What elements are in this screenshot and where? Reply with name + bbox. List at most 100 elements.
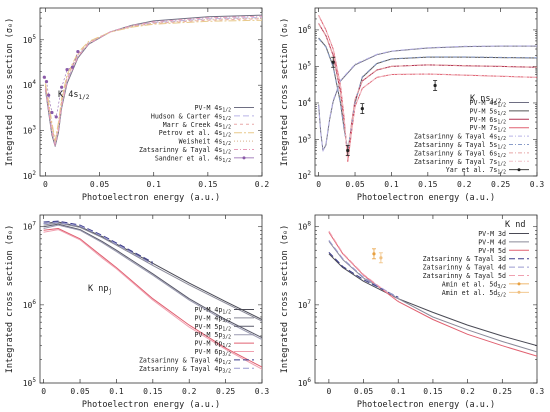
y-tick-exponent: 2 xyxy=(32,170,36,177)
legend-label-text: Zatsarinny & Tayal 4s xyxy=(139,146,222,154)
legend-label: Zatsarinny & Tayal 6s1/2 xyxy=(414,149,506,159)
legend-label-sub: 1/2 xyxy=(222,150,231,156)
legend-label-sub: 1/2 xyxy=(222,108,231,114)
x-tick-label: 0.1 xyxy=(146,180,161,189)
y-axis-label: Integrated cross section (σ₀) xyxy=(5,225,15,373)
y-tick-base: 10 xyxy=(23,172,33,181)
series-line xyxy=(44,17,262,144)
data-point xyxy=(372,252,376,256)
panel-label-sub: 1/2 xyxy=(490,98,501,105)
y-tick-exponent: 4 xyxy=(307,97,311,104)
legend-label: Marr & Creek 4s1/2 xyxy=(163,121,231,131)
y-axis-label: Integrated cross section (σ₀) xyxy=(280,225,290,373)
y-tick-label: 108 xyxy=(298,221,312,232)
y-tick-exponent: 6 xyxy=(307,377,311,384)
series-line xyxy=(44,19,262,142)
legend-label: PV-M 6p3/2 xyxy=(195,348,232,358)
x-tick-label: 0.3 xyxy=(530,180,545,189)
legend-label-sub: 1/2 xyxy=(222,133,231,139)
legend-label: PV-M 5p3/2 xyxy=(195,331,232,341)
y-tick-label: 107 xyxy=(23,221,37,232)
legend-label-sub: 1/2 xyxy=(222,310,231,316)
legend-label: Zatsarinny & Tayal 4s1/2 xyxy=(414,133,506,143)
x-tick-label: 0.2 xyxy=(460,387,475,396)
y-tick-label: 105 xyxy=(23,34,37,45)
legend-label: Amin et al. 5d3/2 xyxy=(442,280,506,290)
series-line xyxy=(318,15,537,161)
series-line xyxy=(328,239,399,299)
legend-label-text: Zatsarinny & Tayal 3d xyxy=(423,255,506,263)
data-point xyxy=(346,148,350,153)
y-tick-base: 10 xyxy=(23,81,33,90)
legend-label-sub: 1/2 xyxy=(497,161,506,167)
legend-label-text: Zatsarinny & Tayal 5s xyxy=(414,141,497,149)
legend-marker xyxy=(517,168,521,172)
legend-label-text: Petrov et al. 4s xyxy=(159,129,223,137)
panel-label: K nd xyxy=(505,220,525,230)
y-axis-unit: (σ₀) xyxy=(5,18,15,44)
legend-label-text: PV-M 5s xyxy=(470,107,498,115)
legend-label: PV-M 5d xyxy=(478,247,506,255)
legend-label-sub: 1/2 xyxy=(497,145,506,151)
legend-label: PV-M 4p1/2 xyxy=(195,306,232,316)
series-group xyxy=(43,220,262,370)
legend-label-text: PV-M 7s xyxy=(470,124,498,132)
x-tick-label: 0.15 xyxy=(198,180,217,189)
y-tick-label: 102 xyxy=(298,170,312,181)
legend-label-text: PV-M 5d xyxy=(478,247,506,255)
series-line xyxy=(328,251,399,298)
legend-label: Zatsarinny & Tayal 4s1/2 xyxy=(139,146,231,156)
legend-label: Zatsarinny & Tayal 5d xyxy=(423,272,506,280)
y-tick-base: 10 xyxy=(298,379,308,388)
series-line xyxy=(43,223,262,339)
x-tick-label: 0.05 xyxy=(90,180,109,189)
series-line xyxy=(328,230,399,302)
legend-label: Zatsarinny & Tayal 4p3/2 xyxy=(139,365,231,375)
y-tick-exponent: 5 xyxy=(32,377,36,384)
series-line xyxy=(318,38,537,151)
legend-label-sub: 1/2 xyxy=(222,124,231,130)
y-tick-base: 10 xyxy=(298,172,308,181)
y-tick-exponent: 8 xyxy=(307,221,311,228)
y-tick-exponent: 3 xyxy=(32,125,36,132)
legend-marker xyxy=(242,156,246,160)
y-tick-exponent: 7 xyxy=(32,221,36,228)
series-line xyxy=(44,14,262,147)
x-tick-label: 0.15 xyxy=(143,387,162,396)
y-axis-label-text: Integrated cross section xyxy=(5,250,15,373)
y-tick-label: 102 xyxy=(23,170,37,181)
legend-label-sub: 1/2 xyxy=(222,116,231,122)
panel-label-text: K np xyxy=(88,284,108,294)
legend-label-text: PV-M 6p xyxy=(195,348,223,356)
legend-label-sub: 1/2 xyxy=(497,153,506,159)
y-axis-unit: (σ₀) xyxy=(5,225,15,251)
x-tick-label: 0.15 xyxy=(423,387,442,396)
x-tick-label: 0.25 xyxy=(491,180,510,189)
x-tick-label: 0.2 xyxy=(255,180,270,189)
panel-label: K 4s1/2 xyxy=(58,90,90,101)
y-tick-label: 105 xyxy=(23,377,37,388)
legend-label: PV-M 3d xyxy=(478,230,506,238)
legend-label: PV-M 4d xyxy=(478,238,506,246)
legend-label-text: Marr & Creek 4s xyxy=(163,121,223,129)
data-point xyxy=(76,49,80,54)
legend-label: PV-M 4s1/2 xyxy=(470,99,507,109)
legend-label-sub: 1/2 xyxy=(497,136,506,142)
legend-label: Petrov et al. 4s1/2 xyxy=(159,129,231,139)
plot-frame xyxy=(314,214,538,384)
legend-label: Zatsarinny & Tayal 4d xyxy=(423,264,506,272)
y-tick-label: 103 xyxy=(298,133,312,144)
y-tick-base: 10 xyxy=(23,223,33,232)
x-tick-label: 0.25 xyxy=(216,387,235,396)
x-tick-label: 0.05 xyxy=(70,387,89,396)
legend-label-sub: 1/2 xyxy=(222,326,231,332)
data-point xyxy=(379,256,383,260)
series-line xyxy=(318,45,537,152)
legend-label: PV-M 4s1/2 xyxy=(195,104,232,114)
legend-label-text: PV-M 5p xyxy=(195,331,223,339)
x-axis-label: Photoelectron energy (a.u.) xyxy=(357,400,495,410)
legend-label-sub: 1/2 xyxy=(222,343,231,349)
x-axis-label: Photoelectron energy (a.u.) xyxy=(82,400,220,410)
y-tick-exponent: 5 xyxy=(307,60,311,67)
y-axis-label-text: Integrated cross section xyxy=(5,43,15,166)
